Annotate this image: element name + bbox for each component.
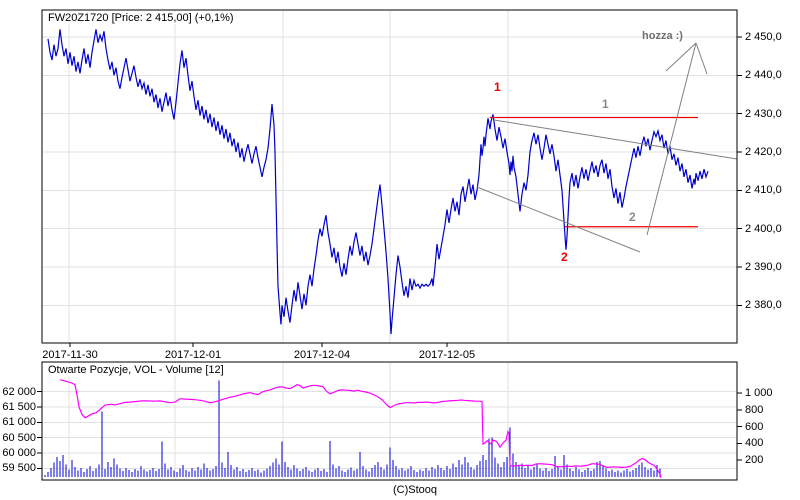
volume-axis-label: 200 xyxy=(745,454,764,467)
wave-2-gray-label: 2 xyxy=(629,210,636,224)
open-positions-line xyxy=(59,379,662,478)
price-axis-label: 2 430,0 xyxy=(745,107,782,120)
wave-1-gray-label: 1 xyxy=(602,97,609,111)
price-line xyxy=(47,29,709,335)
open-positions-axis-label: 61 000 xyxy=(2,416,36,429)
volume-axis-label: 800 xyxy=(745,403,764,416)
price-axis-label: 2 400,0 xyxy=(745,222,782,235)
hozza-annotation: hozza :) xyxy=(642,30,683,42)
volume-axis-label: 600 xyxy=(745,420,764,433)
stooq-copyright: (C)Stooq xyxy=(392,484,438,496)
price-axis-label: 2 390,0 xyxy=(745,260,782,273)
open-positions-axis-label: 59 500 xyxy=(2,462,36,475)
open-positions-axis-label: 60 500 xyxy=(2,431,36,444)
price-axis-label: 2 410,0 xyxy=(745,184,782,197)
date-axis-label: 2017-11-30 xyxy=(42,349,98,361)
date-axis-label: 2017-12-05 xyxy=(418,349,476,361)
volume-axis-label: 400 xyxy=(745,437,764,450)
price-axis-label: 2 380,0 xyxy=(745,299,782,312)
date-axis-label: 2017-12-04 xyxy=(293,349,351,361)
date-axis-label: 2017-12-01 xyxy=(164,349,222,361)
open-positions-axis-label: 62 000 xyxy=(2,385,36,398)
volume-panel-title: Otwarte Pozycje, VOL - Volume [12] xyxy=(46,364,226,376)
wave-1-red-label: 1 xyxy=(494,80,501,94)
price-axis-label: 2 450,0 xyxy=(745,31,782,43)
wave-2-red-label: 2 xyxy=(561,250,568,264)
price-axis-label: 2 440,0 xyxy=(745,69,782,82)
open-positions-axis-label: 60 000 xyxy=(2,446,36,459)
price-axis-label: 2 420,0 xyxy=(745,145,782,158)
open-positions-axis-label: 61 500 xyxy=(2,401,36,414)
volume-axis-label: 1 000 xyxy=(745,387,773,399)
price-panel-title: FW20Z1720 [Price: 2 415,00] (+0,1%) xyxy=(46,12,236,24)
